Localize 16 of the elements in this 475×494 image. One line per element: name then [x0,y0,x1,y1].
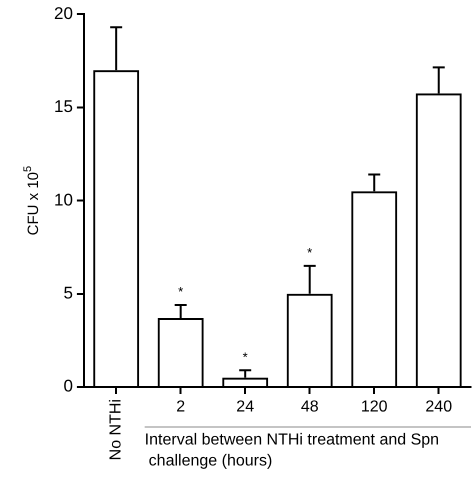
x-axis-title: Interval between NTHi treatment and Spn challenge (hours) [144,431,440,470]
annotation: * [178,284,184,300]
y-axis-title: CFU x 105 [22,166,42,236]
x-tick-label: 24 [236,398,254,416]
x-tick-label: 2 [176,398,186,416]
annotation: * [242,349,248,364]
y-tick-label: 15 [54,97,73,116]
annotation: * [307,244,312,260]
x-tick-label: No NTHi [108,399,125,460]
x-tick-label: 120 [360,398,388,416]
x-tick-label: 48 [300,398,319,416]
y-tick-label: 0 [63,376,73,396]
y-tick-label: 10 [54,190,73,210]
y-tick-label: 5 [63,283,73,302]
x-tick-label: 240 [425,398,452,416]
y-tick-label: 20 [54,4,73,23]
